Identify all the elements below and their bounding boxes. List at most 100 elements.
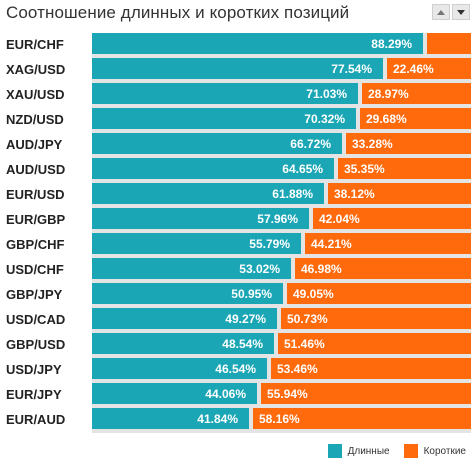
category-label: EUR/USD bbox=[6, 187, 65, 202]
sort-ascending-button[interactable] bbox=[432, 4, 450, 20]
bar-long bbox=[92, 58, 383, 79]
value-label-short: 38.12% bbox=[334, 187, 375, 201]
legend-item-short: Короткие bbox=[403, 444, 466, 458]
chart-row[interactable]: EUR/GBP 57.96% 42.04% bbox=[0, 208, 476, 233]
value-label-short: 50.73% bbox=[287, 312, 328, 326]
bar-long bbox=[92, 108, 356, 129]
bar-short bbox=[313, 208, 471, 229]
chart-title: Соотношение длинных и коротких позиций bbox=[6, 3, 350, 22]
value-label-short: 44.21% bbox=[311, 237, 352, 251]
bar-long bbox=[92, 133, 342, 154]
value-label-short: 55.94% bbox=[267, 387, 308, 401]
chart-row[interactable]: GBP/CHF 55.79% 44.21% bbox=[0, 233, 476, 258]
chart-row[interactable]: AUD/JPY 66.72% 33.28% bbox=[0, 133, 476, 158]
chart-row[interactable]: GBP/JPY 50.95% 49.05% bbox=[0, 283, 476, 308]
category-label: XAG/USD bbox=[6, 62, 66, 77]
bar-short bbox=[387, 58, 471, 79]
category-label: AUD/JPY bbox=[6, 137, 63, 152]
category-label: USD/CHF bbox=[6, 262, 64, 277]
value-label-short: 58.16% bbox=[259, 412, 300, 426]
legend: Длинные Короткие bbox=[314, 444, 466, 458]
bar-short bbox=[271, 358, 471, 379]
category-label: GBP/USD bbox=[6, 337, 66, 352]
chart-row[interactable]: USD/JPY 46.54% 53.46% bbox=[0, 358, 476, 383]
bar-short bbox=[338, 158, 471, 179]
category-label: EUR/AUD bbox=[6, 412, 66, 427]
value-label-short: 35.35% bbox=[344, 162, 385, 176]
bar-short bbox=[253, 408, 471, 429]
sort-controls bbox=[432, 4, 470, 20]
category-label: GBP/CHF bbox=[6, 237, 65, 252]
category-label: GBP/JPY bbox=[6, 287, 63, 302]
value-label-long: 46.54% bbox=[215, 362, 256, 376]
bar-long bbox=[92, 33, 423, 54]
chart-row[interactable]: EUR/JPY 44.06% 55.94% bbox=[0, 383, 476, 408]
value-label-short: 53.46% bbox=[277, 362, 318, 376]
value-label-short: 29.68% bbox=[366, 112, 407, 126]
value-label-long: 77.54% bbox=[331, 62, 372, 76]
bar-long bbox=[92, 283, 283, 304]
bar-long bbox=[92, 83, 358, 104]
bar-short bbox=[328, 183, 471, 204]
bar-short bbox=[281, 308, 471, 329]
chart-row[interactable]: EUR/USD 61.88% 38.12% bbox=[0, 183, 476, 208]
chart-row[interactable]: XAU/USD 71.03% 28.97% bbox=[0, 83, 476, 108]
category-label: EUR/GBP bbox=[6, 212, 66, 227]
value-label-long: 70.32% bbox=[304, 112, 345, 126]
chart-row[interactable]: USD/CAD 49.27% 50.73% bbox=[0, 308, 476, 333]
value-label-long: 61.88% bbox=[272, 187, 313, 201]
arrow-up-icon bbox=[437, 9, 445, 15]
value-label-short: 28.97% bbox=[368, 87, 409, 101]
legend-swatch-long bbox=[327, 444, 342, 458]
bar-long bbox=[92, 308, 277, 329]
bar-short bbox=[346, 133, 471, 154]
arrow-down-icon bbox=[457, 9, 465, 15]
bar-short bbox=[427, 33, 471, 54]
value-label-long: 88.29% bbox=[371, 37, 412, 51]
chart-row[interactable]: AUD/USD 64.65% 35.35% bbox=[0, 158, 476, 183]
sort-descending-button[interactable] bbox=[452, 4, 470, 20]
value-label-long: 71.03% bbox=[306, 87, 347, 101]
value-label-long: 66.72% bbox=[290, 137, 331, 151]
chart-row[interactable]: EUR/CHF 88.29% bbox=[0, 33, 476, 58]
bar-long bbox=[92, 183, 324, 204]
value-label-long: 50.95% bbox=[231, 287, 272, 301]
legend-item-long: Длинные bbox=[327, 444, 390, 458]
value-label-long: 41.84% bbox=[197, 412, 238, 426]
category-label: XAU/USD bbox=[6, 87, 65, 102]
bar-long bbox=[92, 383, 257, 404]
bar-short bbox=[287, 283, 471, 304]
value-label-long: 53.02% bbox=[239, 262, 280, 276]
value-label-long: 57.96% bbox=[257, 212, 298, 226]
value-label-short: 46.98% bbox=[301, 262, 342, 276]
value-label-short: 42.04% bbox=[319, 212, 360, 226]
chart-row[interactable]: EUR/AUD 41.84% 58.16% bbox=[0, 408, 476, 433]
bar-short bbox=[278, 333, 471, 354]
bar-long bbox=[92, 158, 334, 179]
value-label-long: 44.06% bbox=[205, 387, 246, 401]
bar-short bbox=[360, 108, 471, 129]
bar-long bbox=[92, 358, 267, 379]
value-label-long: 55.79% bbox=[249, 237, 290, 251]
chart-row[interactable]: GBP/USD 48.54% 51.46% bbox=[0, 333, 476, 358]
bar-short bbox=[362, 83, 471, 104]
value-label-short: 33.28% bbox=[352, 137, 393, 151]
category-label: EUR/JPY bbox=[6, 387, 62, 402]
value-label-long: 64.65% bbox=[282, 162, 323, 176]
category-label: AUD/USD bbox=[6, 162, 66, 177]
chart-row[interactable]: USD/CHF 53.02% 46.98% bbox=[0, 258, 476, 283]
bar-short bbox=[261, 383, 471, 404]
bar-long bbox=[92, 333, 274, 354]
chart-row[interactable]: NZD/USD 70.32% 29.68% bbox=[0, 108, 476, 133]
value-label-short: 51.46% bbox=[284, 337, 325, 351]
category-label: USD/CAD bbox=[6, 312, 66, 327]
category-label: USD/JPY bbox=[6, 362, 62, 377]
chart-row[interactable]: XAG/USD 77.54% 22.46% bbox=[0, 58, 476, 83]
category-label: EUR/CHF bbox=[6, 37, 64, 52]
bar-short bbox=[305, 233, 471, 254]
value-label-long: 49.27% bbox=[225, 312, 266, 326]
value-label-short: 49.05% bbox=[293, 287, 334, 301]
bar-long bbox=[92, 408, 249, 429]
legend-label-long: Длинные bbox=[347, 445, 390, 457]
bar-long bbox=[92, 258, 291, 279]
